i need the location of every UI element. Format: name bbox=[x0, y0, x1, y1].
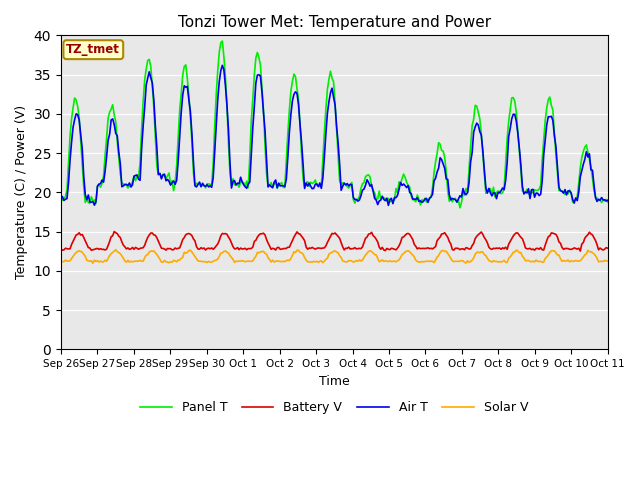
Solar V bbox=[57, 259, 65, 264]
Battery V bbox=[249, 244, 257, 250]
Text: TZ_tmet: TZ_tmet bbox=[67, 43, 120, 56]
Panel T bbox=[124, 185, 132, 191]
Battery V bbox=[298, 233, 305, 239]
Air T bbox=[240, 182, 248, 188]
Title: Tonzi Tower Met: Temperature and Power: Tonzi Tower Met: Temperature and Power bbox=[178, 15, 491, 30]
Air T bbox=[249, 124, 257, 130]
Panel T bbox=[604, 199, 612, 205]
Solar V bbox=[604, 258, 612, 264]
Line: Panel T: Panel T bbox=[61, 41, 608, 208]
Air T bbox=[298, 140, 305, 145]
Line: Battery V: Battery V bbox=[61, 231, 608, 251]
Solar V bbox=[89, 260, 97, 266]
Battery V bbox=[57, 246, 65, 252]
Air T bbox=[577, 174, 584, 180]
Panel T bbox=[249, 96, 257, 102]
Panel T bbox=[240, 180, 248, 185]
Solar V bbox=[577, 258, 584, 264]
Panel T bbox=[57, 196, 65, 202]
Line: Air T: Air T bbox=[61, 65, 608, 205]
Solar V bbox=[112, 247, 120, 252]
Battery V bbox=[577, 248, 584, 254]
Line: Solar V: Solar V bbox=[61, 250, 608, 263]
Solar V bbox=[250, 255, 258, 261]
Battery V bbox=[604, 245, 612, 251]
Panel T bbox=[298, 152, 305, 157]
Air T bbox=[124, 183, 132, 189]
Panel T bbox=[456, 205, 464, 211]
Solar V bbox=[300, 251, 307, 257]
Battery V bbox=[221, 230, 229, 236]
Battery V bbox=[240, 246, 248, 252]
Air T bbox=[218, 62, 226, 68]
Panel T bbox=[221, 73, 229, 79]
Air T bbox=[221, 83, 229, 88]
Battery V bbox=[575, 245, 582, 251]
Legend: Panel T, Battery V, Air T, Solar V: Panel T, Battery V, Air T, Solar V bbox=[135, 396, 533, 420]
Battery V bbox=[110, 228, 118, 234]
Solar V bbox=[241, 259, 249, 264]
Battery V bbox=[125, 247, 133, 252]
Solar V bbox=[223, 250, 231, 255]
Air T bbox=[604, 197, 612, 203]
Y-axis label: Temperature (C) / Power (V): Temperature (C) / Power (V) bbox=[15, 105, 28, 279]
Panel T bbox=[577, 165, 584, 171]
X-axis label: Time: Time bbox=[319, 374, 349, 387]
Solar V bbox=[127, 258, 135, 264]
Air T bbox=[57, 196, 65, 202]
Panel T bbox=[218, 38, 226, 44]
Air T bbox=[385, 203, 392, 208]
